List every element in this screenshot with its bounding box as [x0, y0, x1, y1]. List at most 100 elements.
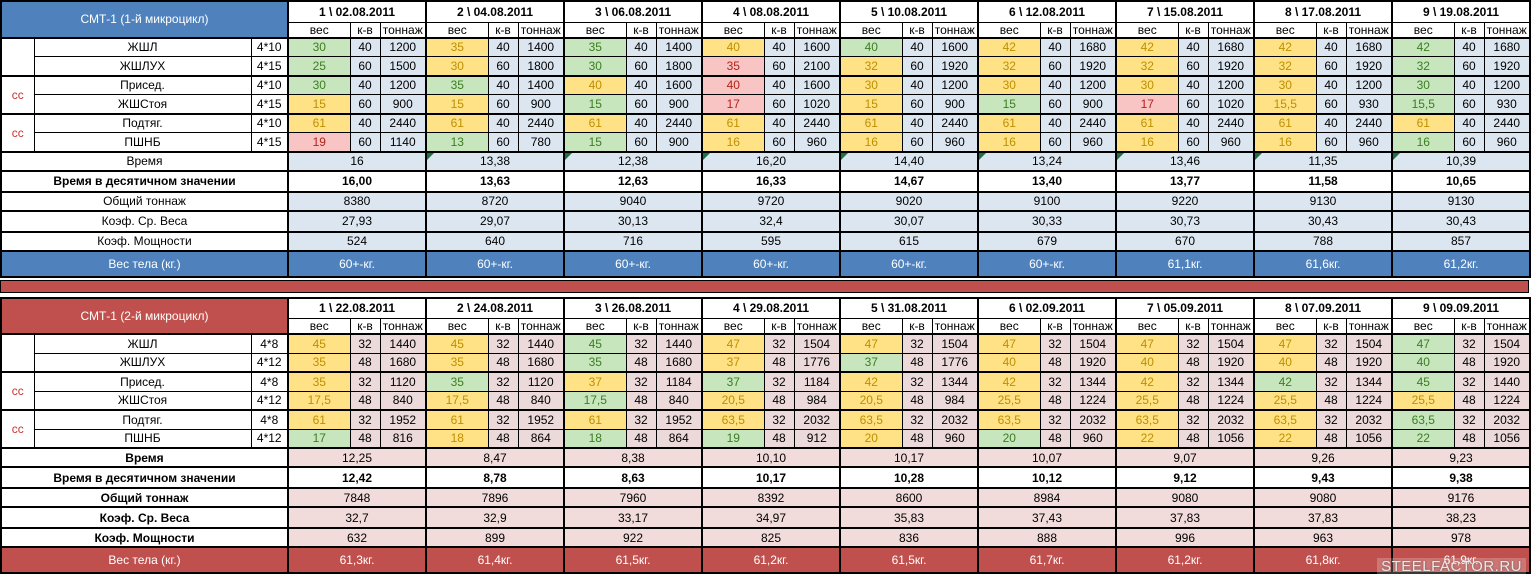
summary-value: 10,17 — [839, 447, 979, 468]
reps-cell: 48 — [1453, 390, 1485, 411]
tonnage-cell: 1800 — [517, 56, 565, 76]
tonnage-column-header: тоннаж — [379, 318, 427, 335]
weight-cell: 42 — [1115, 371, 1179, 392]
tonnage-column-header: тоннаж — [1207, 318, 1255, 335]
date-header: 9 \ 19.08.2011 — [1391, 0, 1531, 23]
reps-cell: 48 — [1039, 352, 1071, 373]
weight-cell: 63,5 — [1253, 409, 1317, 430]
reps-cell: 32 — [901, 333, 933, 354]
reps-cell: 40 — [1177, 112, 1209, 133]
weight-cell: 16 — [839, 132, 903, 152]
reps-cell: 60 — [625, 94, 657, 114]
weight-column-header: вес — [1115, 21, 1179, 38]
tonnage-cell: 1440 — [1483, 371, 1531, 392]
summary-row: Коэф. Мощности 632 899 922 825 836 888 996 963 97… — [0, 527, 1531, 548]
bodyweight-value: 60+-кг. — [425, 249, 565, 277]
weight-cell: 30 — [287, 36, 351, 57]
weight-cell: 37 — [563, 371, 627, 392]
reps-cell: 48 — [901, 390, 933, 411]
reps-cell: 48 — [1177, 390, 1209, 411]
summary-value: 27,93 — [287, 209, 427, 232]
summary-label: Коэф. Ср. Веса — [0, 506, 289, 529]
weight-column-header: вес — [563, 318, 627, 335]
tonnage-cell: 960 — [1069, 428, 1117, 449]
reps-cell: 60 — [487, 94, 519, 114]
summary-value: 679 — [977, 230, 1117, 251]
weight-column-header: вес — [563, 21, 627, 38]
summary-value: 9100 — [977, 190, 1117, 211]
reps-column-header: к-в — [1177, 318, 1209, 335]
summary-row: Коэф. Мощности 524 640 716 595 615 679 670 788 85… — [0, 230, 1531, 251]
summary-value: 670 — [1115, 230, 1255, 251]
summary-value: 16,00 — [287, 169, 427, 192]
tonnage-cell: 2440 — [517, 112, 565, 133]
summary-row: Время в десятичном значении 16,00 13,63 12,… — [0, 169, 1531, 192]
superset-label — [0, 36, 35, 76]
tonnage-cell: 2032 — [1345, 409, 1393, 430]
tonnage-cell: 960 — [931, 132, 979, 152]
summary-value: 10,07 — [977, 447, 1117, 468]
weight-cell: 63,5 — [1115, 409, 1179, 430]
reps-cell: 32 — [349, 333, 381, 354]
reps-cell: 32 — [487, 333, 519, 354]
date-header: 1 \ 02.08.2011 — [287, 0, 427, 23]
summary-value: 7848 — [287, 487, 427, 508]
tonnage-cell: 1400 — [517, 36, 565, 57]
weight-cell: 42 — [1253, 36, 1317, 57]
weight-cell: 25,5 — [977, 390, 1041, 411]
summary-value: 38,23 — [1391, 506, 1531, 529]
summary-value: 9,38 — [1391, 466, 1531, 489]
weight-cell: 61 — [287, 112, 351, 133]
exercise-row: ЖШЛУХ 4*15 25 60 1500 30 60 1800 30 60 1800 35 60 210… — [1, 56, 1531, 76]
summary-label: Время — [0, 447, 289, 468]
reps-cell: 48 — [625, 352, 657, 373]
sets-reps: 4*12 — [250, 352, 289, 373]
microcycle-2-section: СМТ-1 (2-й микроцикл) 1 \ 22.08.2011 2 \ 2… — [0, 296, 1531, 574]
weight-cell: 35 — [287, 352, 351, 373]
weight-cell: 17 — [701, 94, 765, 114]
tonnage-cell: 984 — [931, 390, 979, 411]
reps-cell: 60 — [1177, 56, 1209, 76]
weight-cell: 47 — [977, 333, 1041, 354]
weight-cell: 40 — [1115, 352, 1179, 373]
weight-cell: 42 — [839, 371, 903, 392]
reps-cell: 60 — [1315, 94, 1347, 114]
weight-cell: 32 — [1253, 56, 1317, 76]
reps-column-header: к-в — [625, 21, 657, 38]
summary-value: 14,40 — [839, 150, 979, 171]
summary-value: 13,63 — [425, 169, 565, 192]
weight-cell: 42 — [1253, 371, 1317, 392]
summary-value: 16 — [287, 150, 427, 171]
weight-cell: 61 — [287, 409, 351, 430]
tonnage-cell: 960 — [1069, 132, 1117, 152]
exercise-name: Подтяг. — [33, 409, 252, 430]
reps-cell: 40 — [1315, 74, 1347, 95]
weight-cell: 63,5 — [701, 409, 765, 430]
reps-cell: 32 — [901, 409, 933, 430]
weight-cell: 35 — [701, 56, 765, 76]
weight-cell: 61 — [977, 112, 1041, 133]
weight-cell: 16 — [977, 132, 1041, 152]
reps-cell: 48 — [763, 352, 795, 373]
reps-column-header: к-в — [1039, 21, 1071, 38]
reps-column-header: к-в — [901, 21, 933, 38]
summary-value: 7960 — [563, 487, 703, 508]
weight-cell: 47 — [1253, 333, 1317, 354]
weight-cell: 40 — [1253, 352, 1317, 373]
reps-cell: 40 — [1177, 74, 1209, 95]
tonnage-cell: 1224 — [1069, 390, 1117, 411]
reps-cell: 32 — [763, 409, 795, 430]
summary-value: 30,73 — [1115, 209, 1255, 232]
section-divider — [0, 279, 1529, 293]
tonnage-cell: 1224 — [1207, 390, 1255, 411]
tonnage-cell: 1056 — [1207, 428, 1255, 449]
reps-cell: 32 — [1177, 371, 1209, 392]
weight-cell: 22 — [1253, 428, 1317, 449]
weight-cell: 30 — [287, 74, 351, 95]
tonnage-cell: 1776 — [931, 352, 979, 373]
weight-cell: 42 — [1115, 36, 1179, 57]
tonnage-cell: 900 — [379, 94, 427, 114]
reps-cell: 48 — [901, 352, 933, 373]
bodyweight-value: 61,6кг. — [1253, 249, 1393, 277]
weight-cell: 37 — [839, 352, 903, 373]
